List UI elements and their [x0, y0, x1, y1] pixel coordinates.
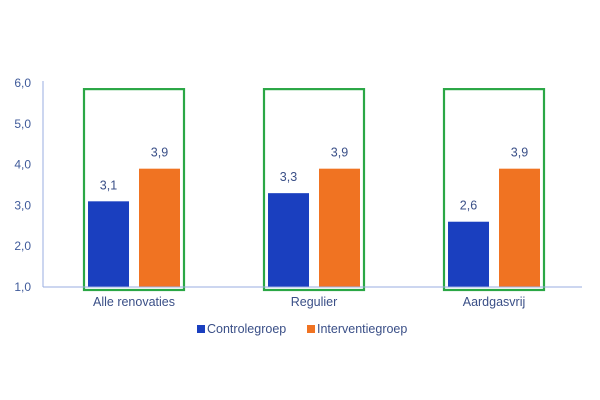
- y-tick-label: 3,0: [14, 198, 31, 212]
- x-category-label: Aardgasvrij: [463, 295, 526, 309]
- data-label: 3,9: [511, 146, 528, 160]
- y-tick-label: 6,0: [14, 76, 31, 90]
- bar-controlegroep-2: [268, 193, 309, 287]
- y-tick-label: 1,0: [14, 280, 31, 294]
- bar-controlegroep-3: [448, 221, 489, 287]
- bars: [88, 168, 540, 287]
- category-highlight-boxes: [82, 88, 546, 292]
- legend-label-interventiegroep: Interventiegroep: [317, 322, 407, 336]
- bar-controlegroep-1: [88, 201, 129, 287]
- legend-swatch-interventiegroep: [307, 325, 315, 333]
- bar-interventiegroep-3: [499, 168, 540, 287]
- data-label: 3,9: [151, 146, 168, 160]
- y-tick-label: 5,0: [14, 117, 31, 131]
- legend-label-controlegroep: Controlegroep: [207, 322, 286, 336]
- highlight-box: [262, 88, 366, 292]
- data-label: 2,6: [460, 199, 477, 213]
- bar-interventiegroep-1: [139, 168, 180, 287]
- legend: Controlegroep Interventiegroep: [197, 322, 407, 336]
- y-axis: 1,0 2,0 3,0 4,0 5,0 6,0: [14, 76, 44, 294]
- bar-interventiegroep-2: [319, 168, 360, 287]
- data-labels: 3,1 3,9 3,3 3,9 2,6 3,9: [100, 146, 528, 213]
- data-label: 3,1: [100, 178, 117, 192]
- y-tick-label: 4,0: [14, 158, 31, 172]
- x-category-label: Regulier: [291, 295, 338, 309]
- highlight-box: [82, 88, 186, 292]
- y-tick-label: 2,0: [14, 239, 31, 253]
- x-category-label: Alle renovaties: [93, 295, 175, 309]
- legend-swatch-controlegroep: [197, 325, 205, 333]
- data-label: 3,9: [331, 146, 348, 160]
- x-axis: Alle renovaties Regulier Aardgasvrij: [93, 295, 525, 309]
- data-label: 3,3: [280, 170, 297, 184]
- highlight-box: [442, 88, 546, 292]
